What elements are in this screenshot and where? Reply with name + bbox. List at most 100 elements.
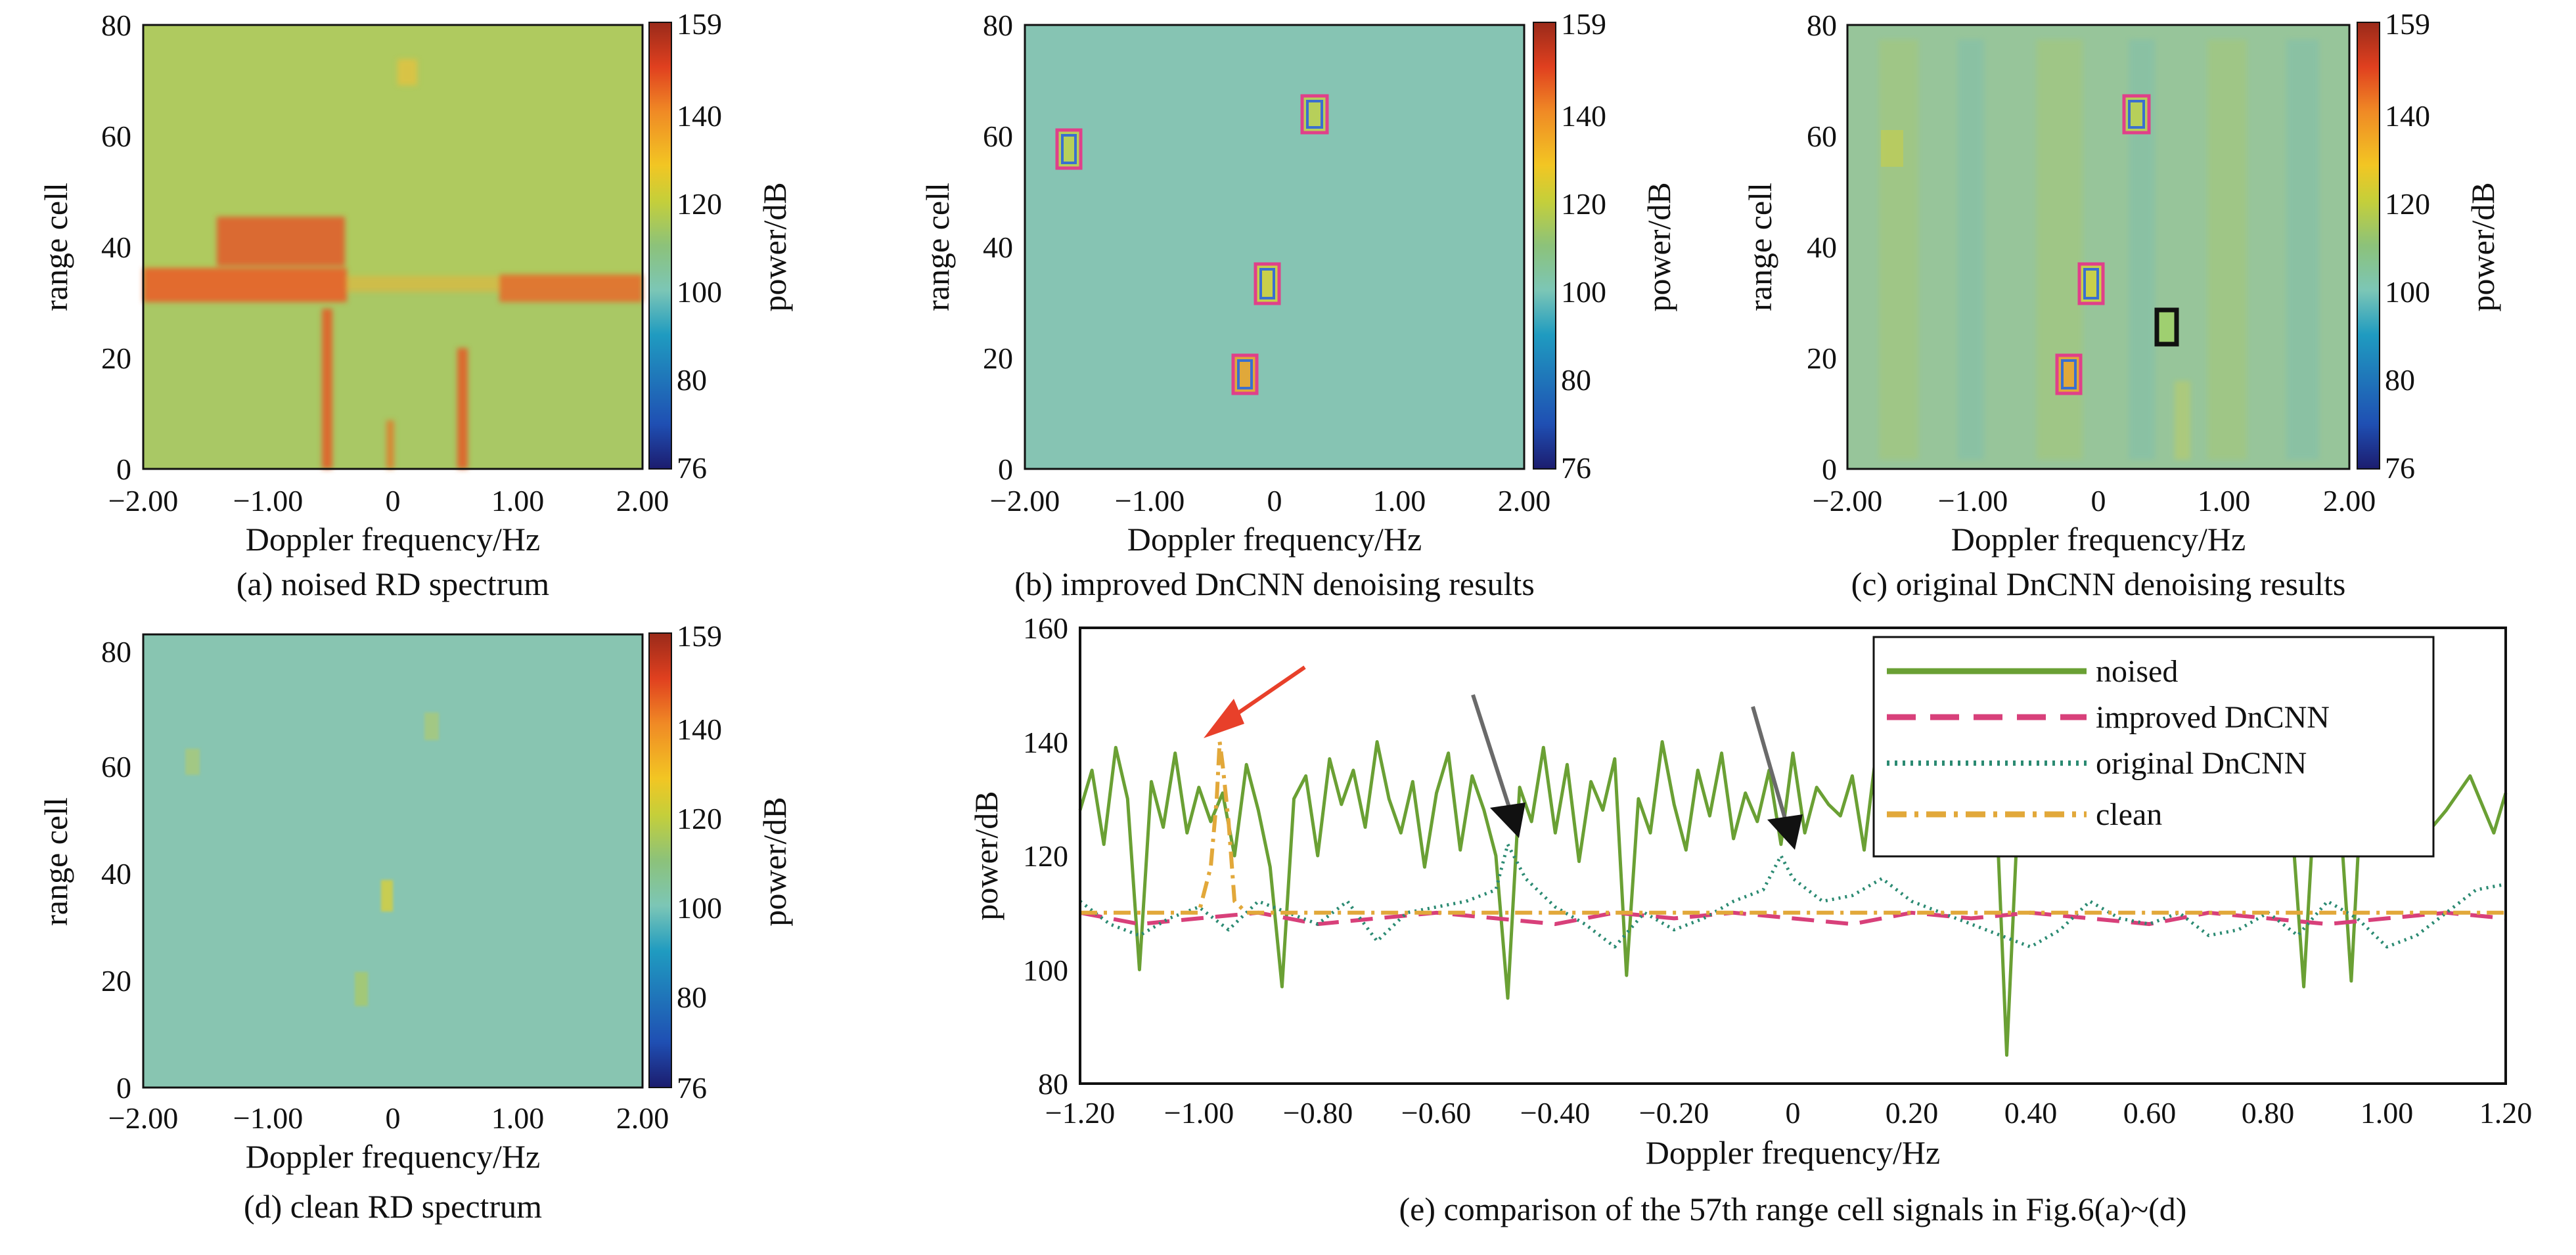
panel-d-ytick: 80 (101, 635, 131, 669)
panel-c-cbtick: 100 (2385, 275, 2430, 309)
panel-b: 0 20 40 60 80 −2.00 −1.00 0 1.00 2.00 Do… (919, 7, 1677, 602)
panel-c-xtick: −2.00 (1813, 484, 1882, 517)
panel-a-cbtick: 140 (677, 99, 722, 133)
panel-d-cbtick: 140 (677, 713, 722, 746)
panel-a-cbtick: 159 (677, 7, 722, 41)
panel-a-xlabel: Doppler frequency/Hz (246, 521, 540, 558)
panel-e-ytick: 80 (1038, 1067, 1068, 1101)
panel-b-heatmap (1025, 25, 1524, 469)
panel-a-ytick: 80 (101, 9, 131, 42)
panel-c-xtick: 0 (2091, 484, 2106, 517)
panel-c-colorbar: 76 80 100 120 140 159 power/dB (2357, 7, 2501, 485)
panel-b-ylabel: range cell (919, 183, 956, 311)
panel-d-xtick: 0 (386, 1101, 401, 1135)
panel-e-xtick: 0.20 (1886, 1096, 1939, 1130)
panel-e-black-arrow-1 (1471, 694, 1512, 810)
panel-b-ytick: 80 (983, 9, 1013, 42)
panel-b-xtick: 2.00 (1498, 484, 1551, 517)
panel-c-cbtick: 80 (2385, 363, 2415, 397)
panel-b-target (1254, 262, 1281, 305)
panel-b-target (1300, 94, 1329, 135)
panel-c: 0 20 40 60 80 −2.00 −1.00 0 1.00 2.00 Do… (1742, 7, 2501, 602)
panel-b-ytick: 0 (998, 452, 1013, 486)
panel-b-y-ticks: 0 20 40 60 80 (983, 9, 1013, 486)
panel-c-cbtick: 159 (2385, 7, 2430, 41)
panel-a-band-glow (347, 276, 499, 292)
panel-b-ytick: 60 (983, 120, 1013, 153)
panel-d-x-ticks: −2.00 −1.00 0 1.00 2.00 (108, 1101, 669, 1135)
panel-b-xtick: 1.00 (1373, 484, 1426, 517)
panel-e-xtick: 0.80 (2242, 1096, 2295, 1130)
panel-d-ytick: 20 (101, 964, 131, 998)
panel-a-ytick: 40 (101, 231, 131, 264)
panel-e-arrows (1204, 665, 1803, 850)
panel-c-targets (2055, 94, 2179, 395)
panel-e-xtick: 0.40 (2004, 1096, 2058, 1130)
panel-a-xtick: −2.00 (108, 484, 178, 517)
panel-b-caption: (b) improved DnCNN denoising results (1014, 565, 1535, 602)
panel-e-ytick: 100 (1023, 954, 1068, 987)
panel-a-band-upper (217, 217, 345, 266)
panel-d-xtick: 2.00 (616, 1101, 669, 1135)
panel-d-cbtick: 120 (677, 802, 722, 835)
panel-a-ytick: 20 (101, 341, 131, 375)
legend-item-original: original DnCNN (1887, 746, 2307, 781)
panel-b-colorbar: 76 80 100 120 140 159 power/dB (1533, 7, 1677, 485)
panel-d-xtick: −2.00 (108, 1101, 178, 1135)
panel-a-band-right (499, 275, 643, 302)
panel-e-xtick: 0 (1786, 1096, 1801, 1130)
panel-c-cbtick: 120 (2385, 187, 2430, 221)
panel-b-target (1231, 353, 1259, 395)
panel-c-cbtick: 76 (2385, 451, 2415, 485)
legend-item-clean: clean (1887, 797, 2162, 832)
panel-b-cbtick: 100 (1561, 275, 1606, 309)
panel-a-spike-center (386, 420, 394, 469)
panel-b-frame (1024, 24, 1525, 470)
panel-e-frame (1079, 627, 2507, 1085)
panel-d-target (185, 749, 200, 775)
panel-e-xtick: 0.60 (2123, 1096, 2177, 1130)
panel-c-y-ticks: 0 20 40 60 80 (1807, 9, 1837, 486)
panel-e-xtick: −0.80 (1283, 1096, 1353, 1130)
panel-a-ytick: 60 (101, 120, 131, 153)
panel-a-xtick: −1.00 (233, 484, 303, 517)
panel-b-xtick: 0 (1267, 484, 1282, 517)
panel-a-band-main (143, 268, 347, 302)
panel-c-ytick: 40 (1807, 231, 1837, 264)
series-line-original-dncnn (1079, 843, 2506, 949)
legend-label: original DnCNN (2096, 746, 2307, 781)
panel-b-ytick: 20 (983, 341, 1013, 375)
panel-d-ylabel: range cell (37, 797, 74, 926)
panel-c-xtick: 2.00 (2323, 484, 2376, 517)
panel-b-cbtick: 159 (1561, 7, 1606, 41)
panel-e-ytick: 120 (1023, 839, 1068, 873)
panel-a-ylabel: range cell (37, 183, 74, 311)
panel-d-frame (142, 633, 644, 1089)
panel-d-xlabel: Doppler frequency/Hz (246, 1138, 540, 1175)
panel-a-ytick: 0 (116, 452, 131, 486)
panel-b-ytick: 40 (983, 231, 1013, 264)
panel-b-colorbar-label: power/dB (1640, 182, 1677, 311)
panel-d-ytick: 60 (101, 750, 131, 783)
panel-a-spike-left (322, 309, 332, 469)
panel-a-caption: (a) noised RD spectrum (237, 565, 549, 602)
panel-d-xtick: 1.00 (491, 1101, 545, 1135)
series-line-clean (1080, 739, 2506, 915)
panel-a-cbtick: 120 (677, 187, 722, 221)
panel-e: 80 100 120 140 160 −1.20 −1.00 −0.80 −0.… (968, 611, 2532, 1227)
panel-a-cbtick: 80 (677, 363, 707, 397)
panel-c-ylabel: range cell (1742, 183, 1778, 311)
panel-a-y-ticks: 0 20 40 60 80 (101, 9, 131, 486)
panel-b-xtick: −2.00 (990, 484, 1060, 517)
panel-a-xtick: 0 (386, 484, 401, 517)
panel-d: 0 20 40 60 80 −2.00 −1.00 0 1.00 2.00 Do… (37, 619, 793, 1225)
panel-c-ytick: 60 (1807, 120, 1837, 153)
panel-d-cbtick: 159 (677, 619, 722, 653)
panel-b-cbtick: 80 (1561, 363, 1591, 397)
panel-a-colorbar: 76 80 100 120 140 159 power/dB (648, 7, 793, 485)
panel-d-target (355, 972, 368, 1006)
panel-c-xtick: −1.00 (1938, 484, 2008, 517)
panel-b-cbtick: 76 (1561, 451, 1591, 485)
panel-b-targets (1055, 94, 1329, 395)
panel-a-spike-right (457, 348, 468, 469)
